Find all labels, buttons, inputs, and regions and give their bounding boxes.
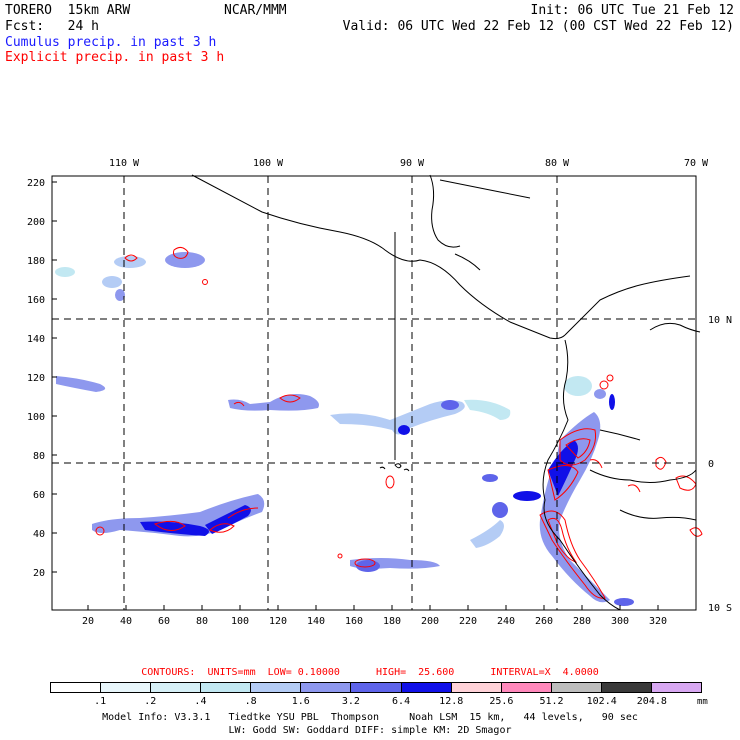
legend-swatch <box>350 682 401 693</box>
x-tick-label: 320 <box>649 616 667 627</box>
x-tick-label: 260 <box>535 616 553 627</box>
lon-label: 80 W <box>545 158 570 169</box>
x-tick-label: 20 <box>82 616 94 627</box>
x-tick-label: 160 <box>345 616 363 627</box>
contour-info: CONTOURS: UNITS=mm LOW= 0.10000 HIGH= 25… <box>141 667 599 678</box>
y-tick-label: 100 <box>27 412 45 423</box>
x-tick-label: 100 <box>231 616 249 627</box>
legend-label: 6.4 <box>392 696 411 707</box>
legend-label: .8 <box>244 696 257 707</box>
legend-label: 3.2 <box>341 696 360 707</box>
legend-swatch <box>300 682 351 693</box>
explicit-precip-contours <box>95 246 703 599</box>
y-tick-label: 140 <box>27 334 45 345</box>
physics-info: LW: Godd SW: Goddard DIFF: simple KM: 2D… <box>228 725 512 736</box>
x-tick-label: 300 <box>611 616 629 627</box>
map-frame <box>51 175 697 611</box>
legend-unit: mm <box>697 697 708 707</box>
y-tick-label: 200 <box>27 217 45 228</box>
forecast-hour: Fcst: 24 h <box>5 19 99 34</box>
legend-swatch <box>550 682 601 693</box>
x-tick-label: 240 <box>497 616 515 627</box>
legend-swatch <box>500 682 551 693</box>
legend-label: .1 <box>94 696 107 707</box>
latitude-labels: 10 N 0 10 S <box>708 315 732 614</box>
axis-tick-marks <box>52 181 659 610</box>
legend-label: 1.6 <box>291 696 310 707</box>
y-grid-labels: 220 200 180 160 140 120 100 80 60 40 20 <box>27 178 45 579</box>
legend-swatch <box>200 682 251 693</box>
center-name: NCAR/MMM <box>224 3 287 18</box>
color-legend <box>50 682 703 693</box>
y-tick-label: 80 <box>33 451 45 462</box>
lon-label: 110 W <box>109 158 140 169</box>
legend-swatch <box>50 682 101 693</box>
lat-label: 10 S <box>708 603 732 614</box>
x-tick-label: 200 <box>421 616 439 627</box>
legend-swatch <box>650 682 703 693</box>
y-tick-label: 220 <box>27 178 45 189</box>
legend-swatch <box>250 682 301 693</box>
lon-label: 90 W <box>400 158 425 169</box>
x-tick-label: 40 <box>120 616 132 627</box>
x-tick-label: 80 <box>196 616 208 627</box>
legend-label: 102.4 <box>586 696 617 707</box>
y-tick-label: 160 <box>27 295 45 306</box>
cumulus-field-label: Cumulus precip. in past 3 h <box>5 35 217 50</box>
lon-label: 100 W <box>253 158 284 169</box>
legend-label: 204.8 <box>636 696 667 707</box>
legend-swatch <box>100 682 151 693</box>
x-grid-labels: 20 40 60 80 100 120 140 160 180 200 220 240 260 280 30… <box>82 616 667 627</box>
lat-label: 0 <box>708 459 714 470</box>
y-tick-label: 20 <box>33 568 45 579</box>
x-tick-label: 220 <box>459 616 477 627</box>
legend-label: .2 <box>144 696 157 707</box>
x-tick-label: 120 <box>269 616 287 627</box>
y-tick-label: 60 <box>33 490 45 501</box>
legend-label: 12.8 <box>439 696 464 707</box>
lat-label: 10 N <box>708 315 732 326</box>
latlon-grid <box>52 176 696 610</box>
legend-label: 25.6 <box>489 696 514 707</box>
legend-label: .4 <box>194 696 207 707</box>
legend-labels: .1 .2 .4 .8 1.6 3.2 6.4 12.8 25.6 51.2 102.4 204.8 <box>50 696 702 708</box>
coastlines <box>191 174 701 611</box>
legend-swatch <box>600 682 651 693</box>
x-tick-label: 60 <box>158 616 170 627</box>
legend-swatch <box>150 682 201 693</box>
x-tick-label: 180 <box>383 616 401 627</box>
explicit-field-label: Explicit precip. in past 3 h <box>5 50 225 65</box>
cumulus-precip-areas <box>55 252 634 606</box>
y-tick-label: 40 <box>33 529 45 540</box>
longitude-labels: 110 W 100 W 90 W 80 W 70 W <box>109 158 709 169</box>
x-tick-label: 280 <box>573 616 591 627</box>
model-info: Model Info: V3.3.1 Tiedtke YSU PBL Thomp… <box>102 712 638 723</box>
x-tick-label: 140 <box>307 616 325 627</box>
y-tick-label: 180 <box>27 256 45 267</box>
legend-swatch <box>450 682 501 693</box>
lon-label: 70 W <box>684 158 709 169</box>
model-title: TORERO 15km ARW <box>5 3 131 18</box>
init-time: Init: 06 UTC Tue 21 Feb 12 <box>530 3 735 18</box>
legend-swatch <box>400 682 451 693</box>
valid-time: Valid: 06 UTC Wed 22 Feb 12 (00 CST Wed … <box>342 19 734 34</box>
y-tick-label: 120 <box>27 373 45 384</box>
legend-label: 51.2 <box>539 696 564 707</box>
